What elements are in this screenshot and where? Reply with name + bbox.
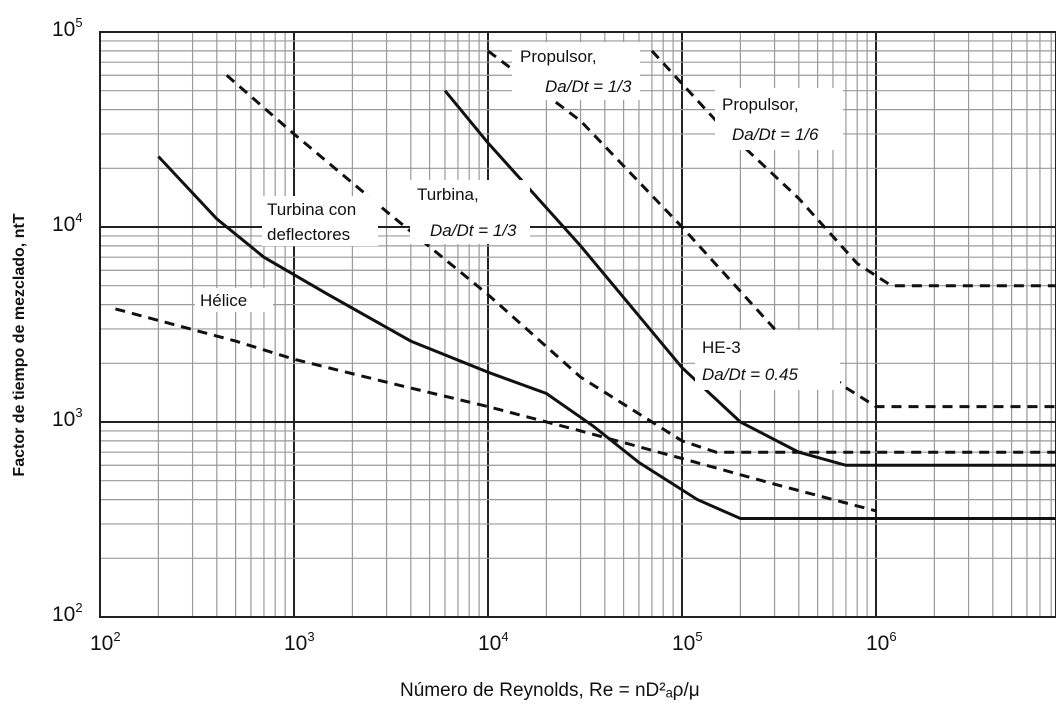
x-tick-label: 103 — [284, 629, 315, 655]
grid — [99, 31, 1056, 618]
x-tick-label: 104 — [478, 629, 509, 655]
annotations: Hélice Turbina con deflectores Turbina, … — [195, 42, 843, 390]
annotation-deflectores: deflectores — [267, 225, 350, 244]
series-group — [115, 49, 1056, 520]
y-axis-title: Factor de tiempo de mezclado, ntT — [11, 213, 28, 476]
y-tick-label: 102 — [52, 600, 83, 626]
y-tick-label: 103 — [52, 405, 83, 431]
series-line-3 — [443, 89, 1056, 467]
annotation-he3-ratio: Da/Dt = 0.45 — [702, 365, 798, 384]
series-line-6 — [115, 307, 877, 513]
x-tick-labels: 102 103 104 105 106 — [90, 629, 897, 655]
y-tick-labels: 102 103 104 105 — [52, 15, 83, 626]
annotation-turbina: Turbina, — [417, 185, 479, 204]
annotation-turbina-con: Turbina con — [267, 200, 356, 219]
x-tick-label: 102 — [90, 629, 121, 655]
series-line-5 — [650, 49, 1056, 288]
annotation-propulsor-2: Propulsor, — [722, 95, 799, 114]
annotation-turbina-ratio: Da/Dt = 1/3 — [430, 221, 517, 240]
annotation-helice: Hélice — [200, 291, 247, 310]
x-tick-label: 106 — [866, 629, 897, 655]
series-line-2 — [225, 74, 1056, 454]
series-line-4 — [487, 49, 1056, 409]
x-axis-title: Número de Reynolds, Re = nD²ₐρ/μ — [400, 680, 700, 701]
y-tick-label: 104 — [52, 210, 83, 236]
y-tick-label: 105 — [52, 15, 83, 41]
plot-frame — [99, 31, 1056, 618]
annotation-propulsor-2-ratio: Da/Dt = 1/6 — [732, 125, 819, 144]
series-line-1 — [157, 155, 1056, 520]
annotation-he3: HE-3 — [702, 338, 741, 357]
annotation-propulsor-1: Propulsor, — [520, 47, 597, 66]
x-tick-label: 105 — [672, 629, 703, 655]
annotation-propulsor-1-ratio: Da/Dt = 1/3 — [545, 77, 632, 96]
